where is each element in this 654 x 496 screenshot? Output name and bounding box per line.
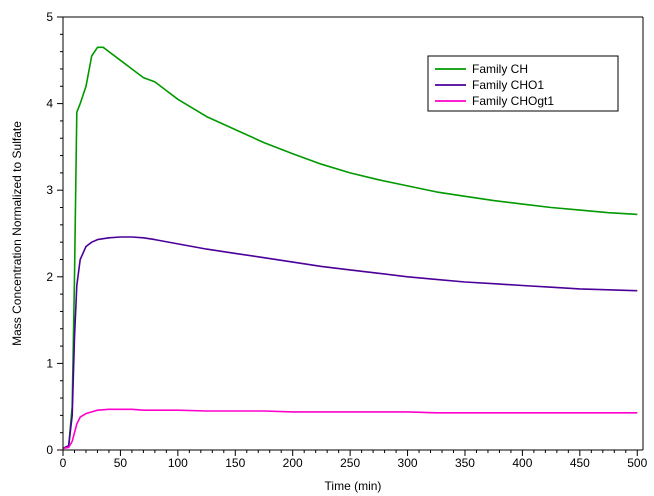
legend-label: Family CH [472,62,528,76]
legend: Family CH Family CHO1 Family CHOgt1 [427,55,619,112]
y-tick-label: 5 [46,10,53,24]
series-line-2 [62,236,638,450]
x-tick-label: 0 [60,456,67,470]
x-tick-label: 400 [512,456,532,470]
x-tick-label: 150 [225,456,245,470]
x-tick-label: 350 [455,456,475,470]
x-tick-label: 100 [168,456,188,470]
x-tick-label: 50 [114,456,128,470]
y-axis-title: Mass Concentration Normalized to Sulfate [10,121,24,346]
x-tick-label: 500 [627,456,647,470]
x-tick-label: 250 [340,456,360,470]
y-tick-label: 2 [46,270,53,284]
y-tick-label: 0 [46,443,53,457]
x-axis-title: Time (min) [325,479,382,493]
axes: 0 50 100 150 200 250 300 350 400 450 500 0 1 2 3 4 5 [46,10,647,470]
y-tick-label: 4 [46,97,53,111]
y-tick-label: 1 [46,356,53,370]
x-tick-label: 450 [570,456,590,470]
x-tick-label: 300 [398,456,418,470]
series-line-3 [62,408,638,450]
series-line-1 [62,46,638,450]
plot-area [62,46,638,450]
y-tick-label: 3 [46,183,53,197]
x-tick-label: 200 [283,456,303,470]
legend-label: Family CHOgt1 [472,94,554,108]
legend-label: Family CHO1 [472,78,544,92]
